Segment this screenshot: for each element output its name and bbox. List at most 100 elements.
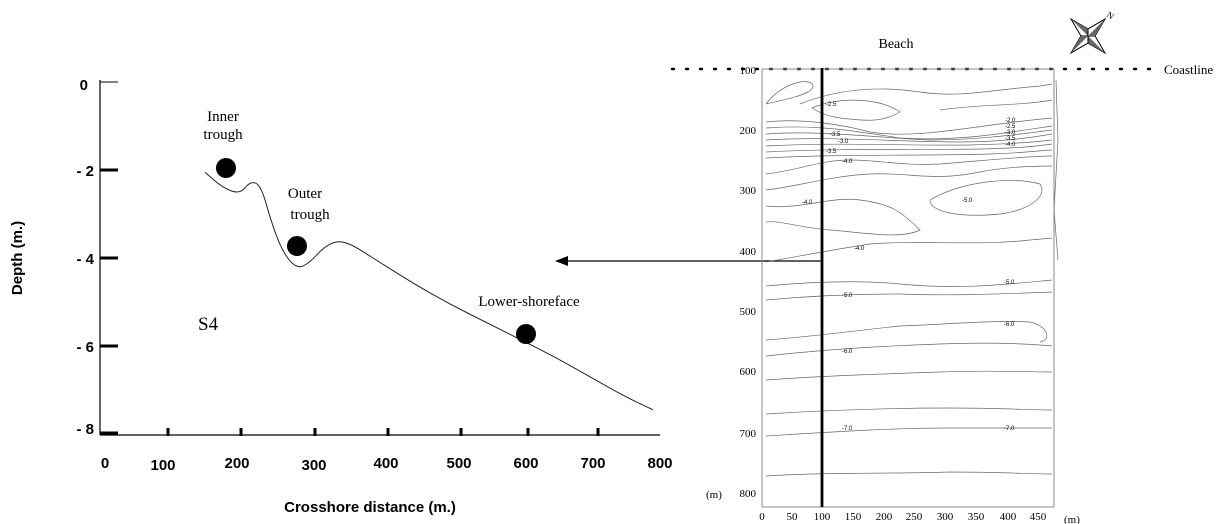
map-y-tick: 800 [740, 488, 757, 500]
contour-label: -3.5 [826, 149, 837, 155]
contour-line [765, 155, 1053, 175]
map-frame [761, 68, 1055, 508]
contour-line [765, 427, 1052, 437]
map-x-tick: 100 [814, 511, 831, 523]
contour-line [765, 81, 814, 105]
profile-panel: Depth (m.) 0 - 2 - 4 - 6 - 8 0 100 [9, 77, 673, 516]
contour-line [765, 291, 1053, 301]
sample-label: trough [203, 127, 243, 143]
y-tick-label: - 2 [76, 163, 94, 180]
contour-line [765, 133, 1053, 143]
map-y-tick: 400 [740, 246, 757, 258]
x-tick-label: 0 [101, 455, 109, 472]
coastline-label: Coastline [1164, 62, 1213, 77]
contour-line [765, 471, 1053, 477]
contour-label: -5.0 [842, 293, 853, 299]
map-x-tick: 450 [1030, 511, 1047, 523]
contour-line [929, 180, 1043, 216]
contour-label: -7.0 [842, 426, 853, 432]
x-tick-label: 800 [647, 455, 672, 472]
contour-label: -2.0 [1005, 118, 1016, 124]
contour-line [765, 165, 1053, 191]
contour-label: -2.5 [826, 102, 837, 108]
sample-label: Outer [288, 186, 322, 202]
map-y-ticks: 100 200 300 400 500 600 700 800 (m) [706, 65, 757, 501]
contour-label: -5.0 [1004, 280, 1015, 286]
contour-label: -4.0 [854, 246, 865, 252]
x-tick-label: 400 [373, 455, 398, 472]
contour-line [765, 198, 921, 236]
map-x-tick: 400 [1000, 511, 1017, 523]
sample-point [216, 158, 236, 178]
beach-label: Beach [879, 37, 914, 52]
contour-label: -3.0 [838, 139, 849, 145]
contour-label: -6.0 [842, 349, 853, 355]
map-y-unit: (m) [706, 489, 722, 501]
map-x-tick: 50 [787, 511, 799, 523]
contour-line [765, 279, 1053, 287]
contour-label: -6.0 [1004, 322, 1015, 328]
contour-line [1053, 79, 1059, 261]
x-tick-label: 500 [446, 455, 471, 472]
profile-y-axis-title: Depth (m.) [9, 221, 26, 295]
contour-line [799, 83, 1053, 105]
contour-line [765, 342, 1053, 357]
contour-line [939, 99, 1053, 111]
sample-point [516, 324, 536, 344]
sample-inner-trough: Inner trough [203, 109, 243, 178]
map-y-tick: 700 [740, 428, 757, 440]
contour-line [765, 149, 1053, 159]
map-x-tick: 300 [937, 511, 954, 523]
profile-x-axis-title: Crosshore distance (m.) [284, 499, 456, 516]
arrow-head [555, 256, 568, 266]
map-x-ticks: 0 50 100 150 200 250 300 350 400 450 (m) [759, 511, 1080, 524]
map-y-tick: 200 [740, 125, 757, 137]
sample-label: Inner [207, 109, 239, 125]
sample-label: Lower-shoreface [478, 294, 580, 310]
x-tick-label: 700 [580, 455, 605, 472]
map-x-unit: (m) [1064, 514, 1080, 524]
map-x-tick: 350 [968, 511, 985, 523]
contour-line [765, 237, 1053, 263]
transect-arrow [555, 256, 822, 266]
station-label: S4 [198, 314, 219, 335]
map-x-tick: 200 [876, 511, 893, 523]
y-tick-label: - 8 [76, 421, 94, 438]
sample-outer-trough: Outer trough [287, 186, 330, 256]
contour-label: -4.0 [842, 159, 853, 165]
map-x-tick: 250 [906, 511, 923, 523]
map-y-tick: 500 [740, 306, 757, 318]
contour-label: -7.0 [1004, 426, 1015, 432]
contour-line [765, 370, 1053, 381]
north-arrow-icon [1069, 17, 1107, 55]
bathymetry-map: Beach Coastline N 100 200 300 400 500 60… [670, 9, 1213, 524]
contour-label: -5.0 [962, 198, 973, 204]
contour-label: -4.0 [1005, 142, 1016, 148]
sample-point [287, 236, 307, 256]
contour-label: -3.5 [830, 132, 841, 138]
contour-line [811, 99, 901, 121]
map-y-tick: 600 [740, 366, 757, 378]
y-tick-label: - 6 [76, 339, 94, 356]
contour-line [765, 117, 1053, 135]
contour-label: -3.5 [1005, 136, 1016, 142]
map-y-tick: 300 [740, 185, 757, 197]
sample-label: trough [290, 207, 330, 223]
contour-label: -3.0 [1005, 130, 1016, 136]
depth-profile-line [204, 171, 654, 411]
x-tick-label: 200 [224, 455, 249, 472]
y-tick-label: 0 [80, 77, 88, 94]
profile-y-ticks: 0 - 2 - 4 - 6 - 8 [76, 77, 118, 438]
y-tick-label: - 4 [76, 251, 94, 268]
contour-label: -2.5 [1005, 124, 1016, 130]
profile-x-ticks: 0 100 200 300 400 500 600 700 800 [101, 428, 673, 474]
x-tick-label: 100 [150, 457, 175, 474]
contour-line [765, 407, 1053, 415]
x-tick-label: 600 [513, 455, 538, 472]
contour-line [765, 129, 1053, 141]
north-label: N [1105, 9, 1116, 21]
map-y-tick: 100 [740, 65, 757, 77]
map-x-tick: 150 [845, 511, 862, 523]
map-x-tick: 0 [759, 511, 765, 523]
